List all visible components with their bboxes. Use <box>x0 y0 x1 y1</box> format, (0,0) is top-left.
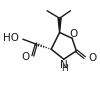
Text: O: O <box>21 52 30 62</box>
Text: O: O <box>70 29 78 39</box>
Text: N: N <box>60 60 68 70</box>
Text: H: H <box>61 64 68 73</box>
Text: HO: HO <box>3 33 19 43</box>
Polygon shape <box>58 18 61 32</box>
Text: O: O <box>88 53 96 63</box>
